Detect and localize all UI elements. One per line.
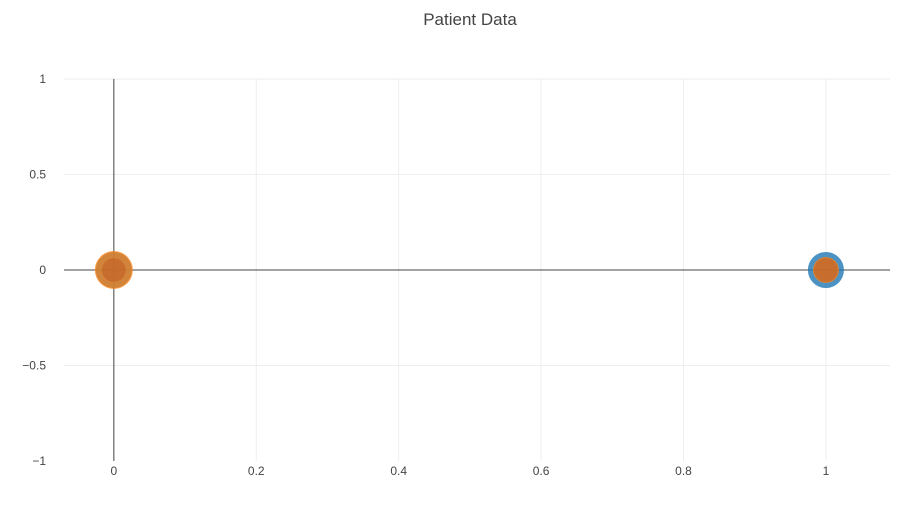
- x-tick-label: 0.2: [248, 464, 265, 478]
- x-tick-label: 0.4: [390, 464, 407, 478]
- y-tick-label: 0.5: [29, 168, 46, 182]
- y-tick-label: 0: [39, 263, 46, 277]
- data-point-ring: [807, 252, 844, 288]
- axis-layer: [64, 79, 890, 461]
- y-tick-label: −0.5: [22, 359, 46, 373]
- x-tick-label: 0: [111, 464, 118, 478]
- data-point-overlap: [101, 258, 126, 282]
- y-tick-label: −1: [32, 454, 46, 468]
- x-tick-label: 0.6: [533, 464, 550, 478]
- x-tick-label: 1: [823, 464, 830, 478]
- y-tick-label: 1: [39, 72, 46, 86]
- x-tick-label: 0.8: [675, 464, 692, 478]
- ticks-layer: 0 0.2 0.4 0.6 0.8 1 −1 −0.5 0 0.5 1: [22, 72, 829, 478]
- chart-title: Patient Data: [423, 10, 517, 29]
- data-point-overlap: [813, 258, 838, 282]
- points-layer: [94, 251, 844, 289]
